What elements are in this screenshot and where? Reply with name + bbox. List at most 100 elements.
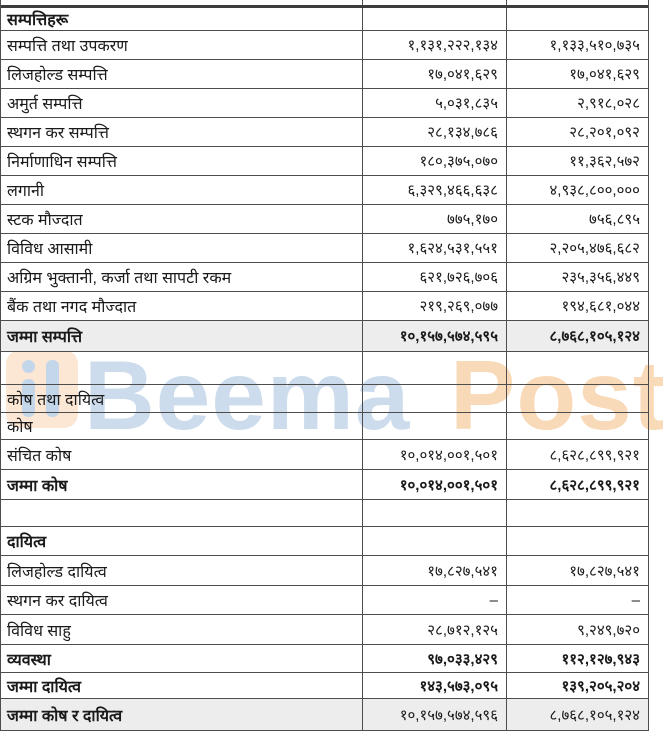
amount-col-2: ९,२४९,७२० [577, 621, 640, 639]
table-row: लगानी ६,३२९,४६६,६३८ ४,९३८,८००,००० [1, 176, 648, 205]
row-label [1, 0, 363, 5]
table-row: लिजहोल्ड दायित्व १७,८२७,५४१ १७,८२७,५४१ [1, 556, 648, 586]
amount-col-1: १०,१५७,५७४,५९५ [363, 321, 507, 351]
row-label [1, 352, 363, 384]
amount-col-2 [507, 413, 648, 439]
table-row: अमुर्त सम्पत्ति ५,०३१,८३५ २,९१८,०२८ [1, 89, 648, 118]
amount-col-2 [507, 527, 648, 555]
table-row [1, 0, 648, 8]
row-label: जम्मा कोष [1, 470, 363, 499]
table-row [1, 500, 648, 527]
row-label: लिजहोल्ड सम्पत्ति [1, 60, 363, 88]
table-row: विविध साहु २८,७१२,१२५ ९,२४९,७२० [1, 615, 648, 645]
amount-col-2: ८,७६८,१०५,१२४ [549, 328, 640, 345]
table-row: कोष [1, 413, 648, 440]
row-label: विविध साहु [1, 615, 363, 644]
row-label: स्थगन कर दायित्व [1, 586, 363, 614]
row-label: जम्मा कोष र दायित्व [1, 699, 363, 730]
table-row: सम्पत्ति तथा उपकरण १,१३१,२२२,१३४ १,१३३,५१०… [1, 31, 648, 60]
amount-col-2: ४,९३८,८००,००० [549, 182, 640, 199]
row-label: व्यवस्था [1, 645, 363, 672]
amount-col-2: ७५६,८९५ [589, 211, 640, 228]
amount-col-2: ११२,१२७,९४३ [561, 650, 640, 668]
amount-col-1: १,१३१,२२२,१३४ [363, 31, 507, 59]
amount-col-1: २१९,२६९,०७७ [363, 292, 507, 320]
financial-table: सम्पत्तिहरू सम्पत्ति तथा उपकरण १,१३१,२२२,१… [0, 0, 649, 731]
amount-col-2 [507, 385, 648, 412]
amount-col-1 [363, 413, 507, 439]
amount-col-1: १७,८२७,५४१ [363, 556, 507, 585]
row-label: सम्पत्तिहरू [1, 8, 363, 30]
table-row: बैंक तथा नगद मौज्दात २१९,२६९,०७७ १९४,६८१,०… [1, 292, 648, 321]
amount-col-2 [507, 0, 648, 5]
row-label: कोष तथा दायित्व [1, 385, 363, 412]
amount-col-1: ६२१,७२६,७०६ [363, 263, 507, 291]
amount-col-2: ८,६२८,८९९,९२१ [549, 446, 640, 464]
amount-col-2: ८,६२८,८९९,९२१ [549, 476, 640, 494]
amount-col-2 [507, 8, 648, 30]
amount-col-1: २८,७१२,१२५ [363, 615, 507, 644]
row-label: जम्मा सम्पत्ति [1, 321, 363, 351]
amount-col-1: ५,०३१,८३५ [363, 89, 507, 117]
amount-col-2: – [631, 591, 640, 609]
table-row: स्टक मौज्दात ७७५,१७० ७५६,८९५ [1, 205, 648, 234]
table-row: जम्मा कोष र दायित्व १०,१५७,५७४,५९६ ८,७६८,१… [1, 699, 648, 731]
table-row: जम्मा दायित्व १४३,५७३,०९५ १३९,२०५,२०४ [1, 673, 648, 699]
amount-col-1 [363, 352, 507, 384]
amount-col-1: १०,०१४,००१,५०१ [363, 440, 507, 469]
amount-col-1: १,६२४,५३१,५५१ [363, 234, 507, 262]
amount-col-2: २३५,३५६,४४९ [561, 269, 640, 286]
amount-col-1: १०,१५७,५७४,५९६ [363, 699, 507, 730]
amount-col-2: २,९१८,०२८ [577, 95, 640, 112]
amount-col-1 [363, 527, 507, 555]
table-row: व्यवस्था ९७,०३३,४२९ ११२,१२७,९४३ [1, 645, 648, 673]
table-row: सम्पत्तिहरू [1, 8, 648, 31]
table-row: कोष तथा दायित्व [1, 385, 648, 413]
table-row: निर्माणाधिन सम्पत्ति १८०,३७५,०७० ११,३६२,५७… [1, 147, 648, 176]
table-row: विविध आसामी १,६२४,५३१,५५१ २,२०५,४७६,६८२ [1, 234, 648, 263]
row-label: कोष [1, 413, 363, 439]
amount-col-1: २८,१३४,७८६ [363, 118, 507, 146]
amount-col-2 [507, 500, 648, 526]
amount-col-2: १३९,२०५,२०४ [561, 677, 640, 695]
table-row: अग्रिम भुक्तानी, कर्जा तथा सापटी रकम ६२१,… [1, 263, 648, 292]
amount-col-1: १७,०४१,६२९ [363, 60, 507, 88]
amount-col-2: १,१३३,५१०,७३५ [549, 37, 640, 54]
row-label: जम्मा दायित्व [1, 673, 363, 698]
row-label: स्टक मौज्दात [1, 205, 363, 233]
table-row: स्थगन कर दायित्व – – [1, 586, 648, 615]
amount-col-1 [363, 500, 507, 526]
row-label: संचित कोष [1, 440, 363, 469]
amount-col-1: १४३,५७३,०९५ [363, 673, 507, 698]
row-label: लगानी [1, 176, 363, 204]
amount-col-2: १७,०४१,६२९ [569, 66, 640, 83]
table-row: स्थगन कर सम्पत्ति २८,१३४,७८६ २८,२०१,०९२ [1, 118, 648, 147]
amount-col-2: १९४,६८१,०४४ [561, 298, 640, 315]
table-row: जम्मा कोष १०,०१४,००१,५०१ ८,६२८,८९९,९२१ [1, 470, 648, 500]
table-row: संचित कोष १०,०१४,००१,५०१ ८,६२८,८९९,९२१ [1, 440, 648, 470]
amount-col-2: ८,७६८,१०५,१२४ [549, 706, 640, 724]
row-label: बैंक तथा नगद मौज्दात [1, 292, 363, 320]
row-label: विविध आसामी [1, 234, 363, 262]
amount-col-1: ६,३२९,४६६,६३८ [363, 176, 507, 204]
amount-col-1: ९७,०३३,४२९ [363, 645, 507, 672]
row-label: सम्पत्ति तथा उपकरण [1, 31, 363, 59]
table-row: दायित्व [1, 527, 648, 556]
row-label [1, 500, 363, 526]
amount-col-1: १०,०१४,००१,५०१ [363, 470, 507, 499]
amount-col-1 [363, 385, 507, 412]
table-row: लिजहोल्ड सम्पत्ति १७,०४१,६२९ १७,०४१,६२९ [1, 60, 648, 89]
amount-col-2 [507, 352, 648, 384]
row-label: अमुर्त सम्पत्ति [1, 89, 363, 117]
row-label: दायित्व [1, 527, 363, 555]
amount-col-2: ११,३६२,५७२ [569, 153, 640, 170]
amount-col-1: ७७५,१७० [363, 205, 507, 233]
table-row: जम्मा सम्पत्ति १०,१५७,५७४,५९५ ८,७६८,१०५,१२… [1, 321, 648, 352]
amount-col-1 [363, 8, 507, 30]
amount-col-1 [363, 0, 507, 5]
amount-col-2: १७,८२७,५४१ [569, 562, 640, 580]
row-label: स्थगन कर सम्पत्ति [1, 118, 363, 146]
amount-col-2: २,२०५,४७६,६८२ [549, 240, 640, 257]
amount-col-2: २८,२०१,०९२ [569, 124, 640, 141]
